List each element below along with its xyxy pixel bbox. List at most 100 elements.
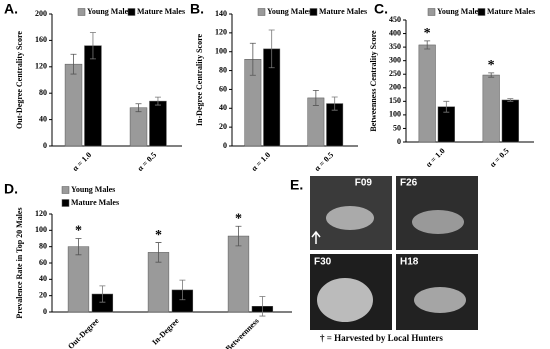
y-tick-label: 40 bbox=[39, 274, 47, 283]
error-bar bbox=[135, 103, 142, 113]
significance-marker: * bbox=[235, 211, 242, 226]
photo-label: H18 bbox=[400, 257, 419, 268]
bar bbox=[64, 63, 83, 147]
y-tick-label: 20 bbox=[219, 122, 227, 131]
y-tick-label: 0 bbox=[43, 141, 47, 150]
legend-label: Young Males bbox=[437, 7, 481, 16]
error-bar bbox=[249, 42, 256, 76]
bar bbox=[129, 107, 148, 147]
error-bar bbox=[154, 96, 161, 106]
y-tick-label: 120 bbox=[35, 209, 47, 218]
error-bar bbox=[89, 32, 96, 60]
y-axis-label: Betweenness Centrality Score bbox=[369, 30, 378, 132]
legend-swatch bbox=[309, 8, 318, 16]
y-tick-label: 200 bbox=[389, 83, 401, 92]
deer-shape bbox=[412, 210, 464, 234]
x-tick-label: Betweenness bbox=[224, 316, 261, 349]
y-tick-label: 20 bbox=[39, 290, 47, 299]
error-bar bbox=[235, 225, 242, 247]
bar bbox=[418, 44, 436, 143]
y-tick-label: 100 bbox=[35, 225, 47, 234]
y-tick-label: 300 bbox=[389, 55, 401, 64]
x-tick-label: α = 1.0 bbox=[424, 146, 447, 169]
harvest-arrow bbox=[311, 230, 321, 244]
y-tick-label: 80 bbox=[219, 65, 227, 74]
y-tick-label: 400 bbox=[389, 28, 401, 37]
legend-swatch bbox=[77, 8, 86, 16]
legend-label: Mature Males bbox=[319, 7, 367, 16]
x-tick-label: Out-Degree bbox=[66, 316, 101, 349]
y-tick-label: 120 bbox=[215, 28, 227, 37]
legend-swatch bbox=[477, 8, 486, 16]
panel-label: E. bbox=[290, 177, 303, 193]
error-bar bbox=[75, 238, 82, 256]
x-tick-label: α = 0.5 bbox=[136, 150, 159, 173]
y-tick-label: 0 bbox=[397, 137, 401, 146]
y-tick-label: 40 bbox=[39, 114, 47, 123]
y-tick-label: 140 bbox=[215, 9, 227, 18]
error-bar bbox=[312, 89, 319, 106]
error-bar bbox=[507, 98, 514, 102]
y-tick-label: 150 bbox=[389, 96, 401, 105]
legend-swatch bbox=[127, 8, 136, 16]
error-bar bbox=[424, 40, 431, 50]
y-tick-label: 100 bbox=[215, 47, 227, 56]
significance-marker: * bbox=[488, 58, 495, 73]
y-tick-label: 120 bbox=[35, 62, 47, 71]
y-tick-label: 50 bbox=[393, 123, 401, 132]
significance-marker: * bbox=[155, 228, 162, 243]
photo-label: F30 bbox=[314, 257, 332, 268]
photo-label: F26 bbox=[400, 178, 418, 189]
error-bar bbox=[70, 53, 77, 75]
legend-swatch bbox=[61, 199, 70, 207]
panel-label: D. bbox=[4, 181, 18, 197]
significance-marker: * bbox=[75, 224, 82, 239]
bar bbox=[67, 246, 90, 313]
x-tick-label: In-Degree bbox=[150, 316, 181, 347]
legend-label: Young Males bbox=[267, 7, 311, 16]
footnote: † = Harvested by Local Hunters bbox=[320, 333, 443, 343]
photo-panel: E. F09 F26 F30 H18 † = Harvested by Loca… bbox=[290, 176, 478, 343]
bar bbox=[501, 99, 519, 143]
x-tick-label: α = 1.0 bbox=[250, 150, 273, 173]
photo-label: F09 bbox=[355, 178, 373, 189]
y-tick-label: 60 bbox=[219, 84, 227, 93]
y-tick-label: 80 bbox=[39, 241, 47, 250]
y-axis-label: Prevalence Rate in Top 20 Males bbox=[15, 207, 24, 318]
significance-marker: * bbox=[424, 26, 431, 41]
x-tick-label: α = 1.0 bbox=[71, 150, 94, 173]
bar bbox=[84, 45, 102, 147]
y-axis-label: Out-Degree Centrality Score bbox=[15, 31, 24, 129]
error-bar bbox=[488, 72, 495, 78]
legend-label: Mature Males bbox=[71, 198, 119, 207]
legend-label: Mature Males bbox=[137, 7, 185, 16]
bar bbox=[482, 74, 500, 143]
y-tick-label: 0 bbox=[43, 307, 47, 316]
y-tick-label: 40 bbox=[219, 103, 227, 112]
error-bar bbox=[179, 279, 186, 301]
y-tick-label: 350 bbox=[389, 42, 401, 51]
panel-label: A. bbox=[4, 1, 18, 17]
y-tick-label: 60 bbox=[39, 258, 47, 267]
panel-label: C. bbox=[374, 1, 388, 17]
deer-shape bbox=[414, 287, 466, 313]
legend-label: Young Males bbox=[71, 185, 115, 194]
error-bar bbox=[99, 285, 106, 303]
y-tick-label: 80 bbox=[39, 88, 47, 97]
legend-swatch bbox=[61, 186, 70, 194]
error-bar bbox=[268, 29, 275, 69]
deer-shape bbox=[317, 278, 373, 322]
error-bar bbox=[259, 296, 266, 317]
legend-label: Young Males bbox=[87, 7, 131, 16]
legend-label: Mature Males bbox=[487, 7, 535, 16]
bar bbox=[227, 235, 250, 313]
x-tick-label: α = 0.5 bbox=[488, 146, 511, 169]
x-tick-label: α = 0.5 bbox=[313, 150, 336, 173]
y-tick-label: 0 bbox=[223, 141, 227, 150]
y-tick-label: 160 bbox=[35, 35, 47, 44]
y-tick-label: 200 bbox=[35, 9, 47, 18]
y-tick-label: 450 bbox=[389, 15, 401, 24]
y-tick-label: 250 bbox=[389, 69, 401, 78]
deer-shape bbox=[326, 206, 374, 230]
